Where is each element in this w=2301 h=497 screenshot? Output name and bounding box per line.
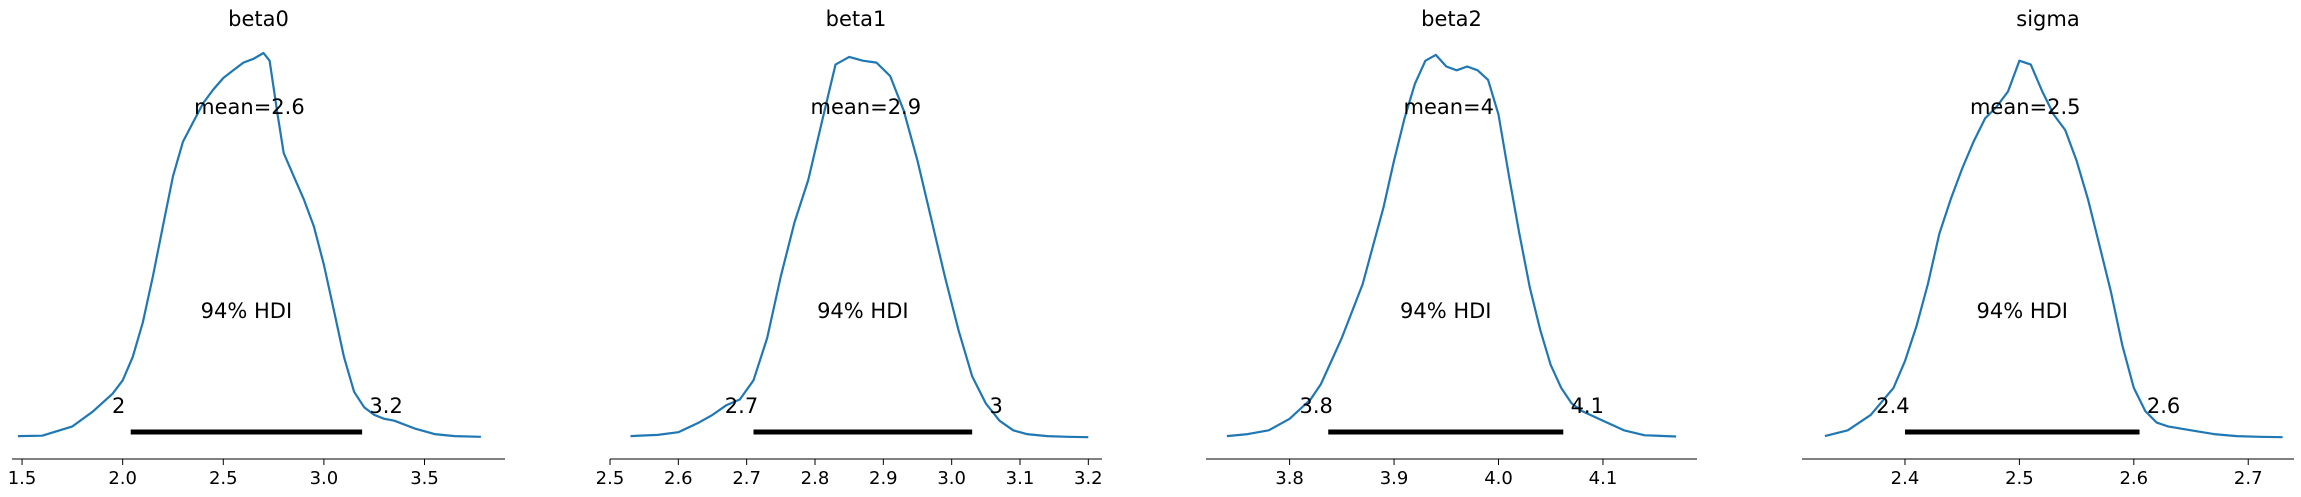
hdi-low-label: 2.7 (725, 394, 758, 418)
x-tick-label: 4.0 (1484, 468, 1513, 489)
x-tick-label: 3.1 (1006, 468, 1035, 489)
x-tick-label: 2.7 (732, 468, 761, 489)
panel-beta1: beta1 2.7 3 94% HDI mean=2.9 2.5 2.6 2.7 2.8 2.9 3… (596, 7, 1103, 489)
x-tick-label: 2.7 (2234, 468, 2263, 489)
mean-label: mean=2.6 (194, 95, 305, 119)
mean-label: mean=2.5 (1970, 95, 2081, 119)
hdi-high-label: 4.1 (1571, 394, 1604, 418)
panel-title: beta2 (1421, 7, 1482, 31)
panel-title: sigma (2016, 7, 2079, 31)
x-tick-label: 3.0 (310, 468, 339, 489)
hdi-label: 94% HDI (1400, 299, 1492, 323)
x-tick-label: 2.5 (209, 468, 238, 489)
x-tick-label: 2.4 (1891, 468, 1920, 489)
density-curve (1824, 59, 2283, 439)
hdi-high-label: 3.2 (369, 394, 402, 418)
x-tick-label: 2.8 (801, 468, 830, 489)
x-tick-label: 2.6 (2119, 468, 2148, 489)
hdi-high-label: 2.6 (2147, 394, 2180, 418)
density-curve (17, 51, 481, 438)
hdi-low-label: 2 (112, 394, 125, 418)
hdi-label: 94% HDI (1976, 299, 2068, 323)
x-tick-label: 3.9 (1380, 468, 1409, 489)
density-curve (1226, 53, 1677, 438)
hdi-low-label: 2.4 (1876, 394, 1909, 418)
panel-title: beta0 (228, 7, 289, 31)
hdi-label: 94% HDI (817, 299, 909, 323)
density-curve (630, 55, 1089, 439)
x-tick-label: 2.6 (664, 468, 693, 489)
x-tick-label: 2.5 (596, 468, 625, 489)
x-tick-label: 2.5 (2005, 468, 2034, 489)
mean-label: mean=4 (1403, 95, 1494, 119)
x-tick-label: 1.5 (8, 468, 37, 489)
panel-beta2: beta2 3.8 4.1 94% HDI mean=4 3.8 3.9 4.0 4.1 (1206, 7, 1697, 489)
x-tick-label: 2.0 (108, 468, 137, 489)
mean-label: mean=2.9 (811, 95, 922, 119)
x-tick-label: 4.1 (1589, 468, 1618, 489)
hdi-low-label: 3.8 (1300, 394, 1333, 418)
panel-beta0: beta0 2 3.2 94% HDI mean=2.6 1.5 2.0 2.5 3.0 3.5 (8, 7, 505, 489)
panel-title: beta1 (826, 7, 887, 31)
x-tick-label: 2.9 (869, 468, 898, 489)
x-tick-label: 3.8 (1275, 468, 1304, 489)
x-tick-label: 3.5 (410, 468, 439, 489)
x-tick-label: 3.0 (937, 468, 966, 489)
hdi-label: 94% HDI (201, 299, 293, 323)
panel-sigma: sigma 2.4 2.6 94% HDI mean=2.5 2.4 2.5 2.6 2.7 (1802, 7, 2294, 489)
hdi-high-label: 3 (989, 394, 1002, 418)
x-tick-label: 3.2 (1074, 468, 1103, 489)
